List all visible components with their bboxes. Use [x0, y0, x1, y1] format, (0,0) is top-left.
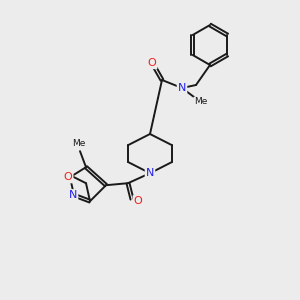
- Text: N: N: [178, 83, 186, 93]
- Text: N: N: [69, 190, 77, 200]
- Text: N: N: [146, 168, 154, 178]
- Text: Me: Me: [72, 139, 86, 148]
- Text: O: O: [64, 172, 72, 182]
- Text: Me: Me: [194, 98, 208, 106]
- Text: O: O: [134, 196, 142, 206]
- Text: O: O: [148, 58, 156, 68]
